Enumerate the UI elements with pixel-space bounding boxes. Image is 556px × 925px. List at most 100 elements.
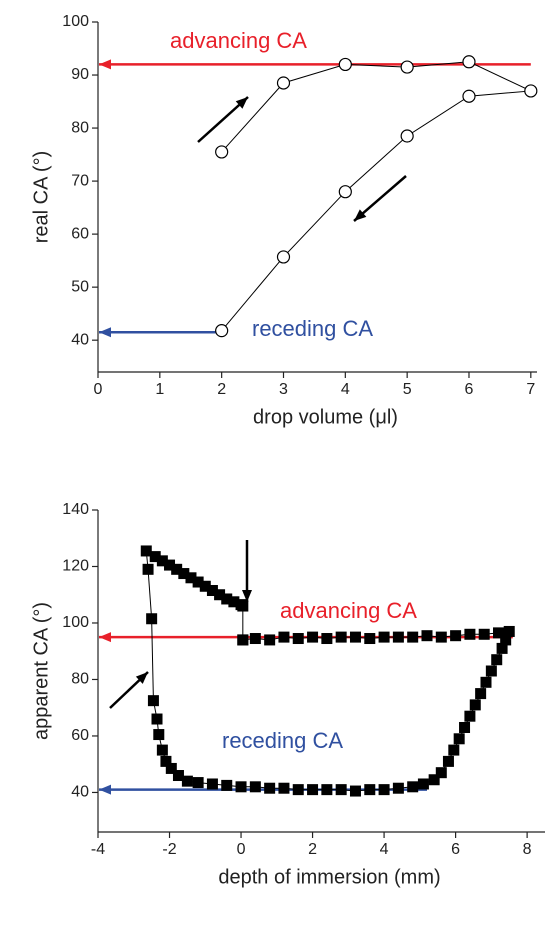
annotation: advancing CA	[280, 598, 417, 623]
point	[421, 630, 433, 642]
y-tick-label: 100	[62, 614, 89, 631]
point	[349, 631, 361, 643]
point	[221, 593, 233, 605]
point	[364, 784, 376, 796]
point	[400, 60, 414, 74]
point	[407, 631, 419, 643]
point	[500, 634, 512, 646]
point	[335, 631, 347, 643]
y-tick-label: 60	[71, 225, 89, 242]
x-tick-label: 4	[380, 841, 389, 858]
x-tick-label: 4	[341, 381, 350, 398]
point	[192, 777, 204, 789]
point	[151, 713, 163, 725]
point	[407, 781, 419, 793]
point	[178, 568, 190, 580]
y-tick-label: 140	[62, 501, 89, 518]
point	[459, 721, 471, 733]
point	[156, 555, 168, 567]
x-axis-title: depth of immersion (mm)	[218, 866, 440, 888]
point	[292, 784, 304, 796]
y-tick-label: 90	[71, 66, 89, 83]
reference-arrow-head	[99, 632, 111, 643]
point	[156, 744, 168, 756]
x-tick-label: 2	[308, 841, 317, 858]
point	[276, 250, 291, 264]
point	[221, 779, 233, 791]
point	[165, 762, 177, 774]
point	[475, 688, 487, 700]
point	[164, 559, 176, 571]
y-tick-label: 50	[71, 278, 89, 295]
point	[140, 545, 152, 557]
x-tick-label: 2	[217, 381, 226, 398]
y-axis-title: real CA (°)	[30, 151, 52, 243]
point	[338, 185, 352, 199]
point	[400, 129, 414, 143]
x-tick-label: 8	[523, 841, 532, 858]
point	[349, 785, 361, 797]
point	[215, 324, 229, 338]
point	[237, 634, 249, 646]
point	[480, 676, 492, 688]
direction-arrow-head	[242, 590, 252, 602]
point	[524, 84, 538, 98]
point	[364, 633, 376, 645]
point	[335, 784, 347, 796]
point	[462, 55, 476, 69]
point	[147, 695, 159, 707]
x-tick-label: -4	[91, 841, 105, 858]
y-tick-label: 80	[71, 119, 89, 136]
point	[149, 551, 161, 563]
x-tick-label: 1	[155, 381, 164, 398]
point	[321, 633, 333, 645]
y-tick-label: 60	[71, 727, 89, 744]
point	[453, 733, 465, 745]
direction-arrow-head	[135, 672, 148, 684]
x-tick-label: -2	[162, 841, 176, 858]
point	[378, 631, 390, 643]
point	[160, 755, 172, 767]
point	[485, 665, 497, 677]
reference-arrow-head	[99, 59, 111, 70]
point	[435, 767, 447, 779]
point	[462, 89, 476, 103]
point	[172, 770, 184, 782]
point	[338, 57, 352, 72]
point	[428, 774, 440, 786]
point	[450, 630, 462, 642]
point	[181, 775, 193, 787]
point	[307, 631, 319, 643]
point	[264, 634, 276, 646]
point	[496, 642, 508, 654]
annotation: receding CA	[222, 728, 343, 753]
point	[146, 613, 158, 625]
x-tick-label: 6	[465, 381, 474, 398]
point	[214, 589, 226, 601]
point	[307, 784, 319, 796]
point	[464, 628, 476, 640]
point	[448, 744, 460, 756]
point	[493, 627, 505, 639]
x-tick-label: 0	[237, 841, 246, 858]
y-tick-label: 40	[71, 331, 89, 348]
point	[503, 625, 515, 637]
point	[249, 781, 261, 793]
point	[192, 576, 204, 588]
point	[185, 572, 197, 584]
y-tick-label: 70	[71, 172, 89, 189]
point	[235, 781, 247, 793]
reference-arrow-head	[99, 327, 111, 338]
point	[237, 600, 249, 612]
x-tick-label: 5	[403, 381, 412, 398]
point	[206, 585, 218, 596]
y-axis-title: apparent CA (°)	[30, 602, 52, 740]
y-tick-label: 40	[71, 784, 89, 801]
point	[228, 596, 240, 608]
point	[478, 628, 490, 640]
point	[142, 563, 154, 575]
point	[464, 710, 476, 722]
point	[491, 654, 503, 666]
point	[249, 633, 261, 645]
